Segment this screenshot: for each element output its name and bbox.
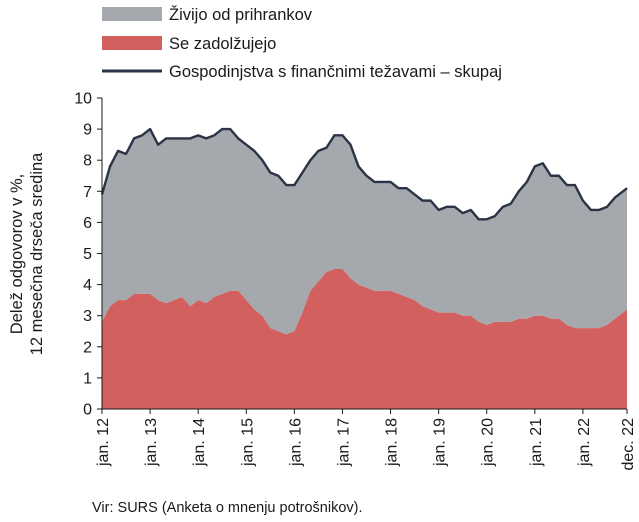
y-tick-label: 0 (83, 402, 92, 419)
legend-swatch-savings (102, 7, 162, 21)
x-tick-label: jan. 12 (95, 418, 112, 467)
y-tick-label: 3 (83, 308, 92, 325)
x-tick-label: dec. 22 (620, 418, 637, 471)
y-axis-label-line-2: 12 mesečna drseča sredina (28, 152, 46, 356)
legend-label-borrowing: Se zadolžujejo (169, 35, 276, 53)
x-tick-label: jan. 13 (143, 418, 160, 467)
line-total (100, 127, 628, 221)
y-tick-label: 8 (83, 153, 92, 170)
y-tick-label: 5 (83, 246, 92, 263)
source-note: Vir: SURS (Anketa o mnenju potrošnikov). (92, 500, 363, 516)
legend-swatch-borrowing (102, 36, 162, 50)
x-tick-label: jan. 21 (528, 418, 545, 467)
area-savings (102, 129, 627, 335)
x-ticks: jan. 12 jan. 13 jan. 14 jan. 15 jan. 16 jan. … (95, 409, 637, 470)
x-tick-label: jan. 17 (335, 418, 352, 467)
legend-label-savings: Živijo od prihrankov (169, 5, 313, 24)
y-tick-label: 10 (74, 91, 92, 108)
y-ticks: 0 1 2 3 4 5 6 7 8 9 10 (74, 91, 102, 419)
y-tick-label: 4 (83, 277, 92, 294)
y-tick-label: 6 (83, 215, 92, 232)
y-tick-label: 9 (83, 122, 92, 139)
y-axis-label-line-1: Delež odgovorov v %, (8, 174, 26, 335)
plot-area (100, 127, 628, 409)
x-tick-label: jan. 15 (239, 418, 256, 467)
x-tick-label: jan. 19 (432, 418, 449, 467)
x-tick-label: jan. 14 (191, 418, 208, 467)
legend-label-total: Gospodinjstva s finančnimi težavami – sk… (169, 63, 502, 81)
x-tick-label: jan. 22 (576, 418, 593, 467)
y-tick-label: 1 (83, 370, 92, 387)
x-tick-label: jan. 16 (287, 418, 304, 467)
x-tick-label: jan. 20 (480, 418, 497, 467)
y-tick-label: 7 (83, 184, 92, 201)
legend: Živijo od prihrankov Se zadolžujejo Gosp… (102, 5, 502, 81)
x-tick-label: jan. 18 (384, 418, 401, 467)
y-tick-label: 2 (83, 339, 92, 356)
area-borrowing (102, 269, 627, 409)
